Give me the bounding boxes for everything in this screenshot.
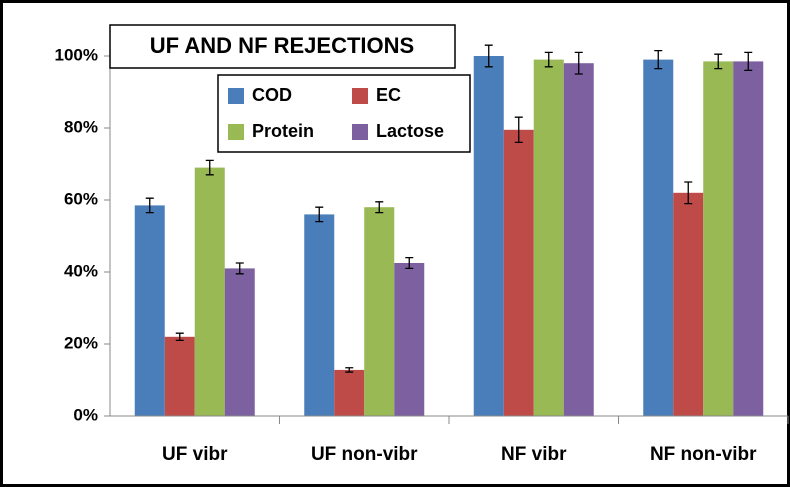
bar [703,61,734,417]
legend-label: Lactose [376,121,444,141]
y-tick-label: 100% [55,45,98,64]
bar [304,214,335,416]
x-tick-label: UF vibr [162,444,228,465]
bar [643,59,674,416]
error-bar [145,197,154,214]
legend-label: Protein [252,121,314,141]
bar [194,167,225,416]
error-bar [235,262,244,275]
legend-swatch [228,88,244,104]
legend-label: COD [252,85,292,105]
bar [563,63,594,416]
error-bar [514,116,523,144]
y-tick-label: 80% [64,117,98,136]
bar [164,336,195,416]
bar [394,263,425,416]
y-tick-label: 20% [64,333,98,352]
x-tick-label: UF non-vibr [311,444,418,465]
x-tick-label: NF non-vibr [650,444,757,465]
bar [473,56,504,416]
bar [134,205,165,416]
title-box [109,24,456,69]
error-bar [684,181,693,205]
y-tick-label: 40% [64,261,98,280]
error-bar [375,201,384,214]
y-tick-label: 60% [64,189,98,208]
error-bar [574,51,583,75]
error-bar [175,332,184,342]
error-bar [315,206,324,223]
bar [224,268,255,416]
error-bar [205,159,214,176]
x-tick-label: NF vibr [501,444,567,465]
bar [364,207,395,416]
y-tick-label: 0% [73,405,98,424]
error-bar [744,51,753,72]
error-bar [544,51,553,68]
bar [334,369,365,416]
error-bar [345,367,354,373]
legend-swatch [352,124,368,140]
bar [503,129,534,417]
legend-swatch [352,88,368,104]
legend-label: EC [376,85,401,105]
error-bar [484,44,493,68]
bar [673,192,704,416]
chart-title: UF AND NF REJECTIONS [150,33,414,58]
error-bar [405,256,414,270]
legend-box [217,74,471,153]
legend-swatch [228,124,244,140]
bar [733,61,764,417]
bar [533,59,564,416]
error-bar [654,49,663,70]
error-bar [714,53,723,70]
